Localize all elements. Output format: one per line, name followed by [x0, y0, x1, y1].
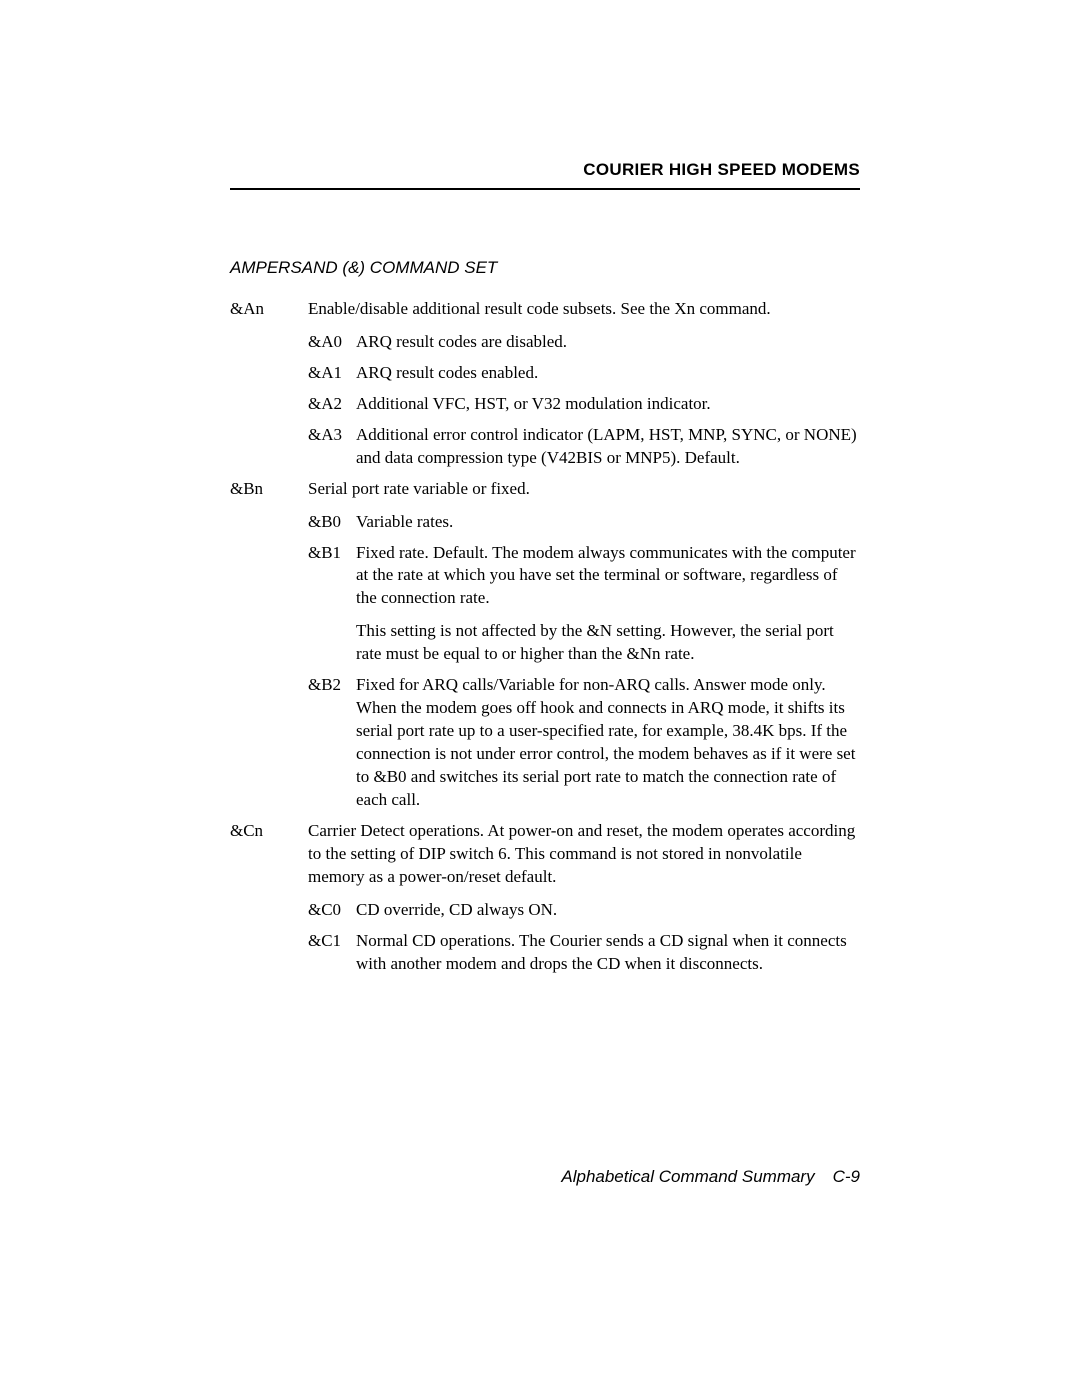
page-footer: Alphabetical Command Summary C-9: [230, 1167, 860, 1187]
subcommand-code: &B0: [308, 511, 356, 534]
command-desc: Enable/disable additional result code su…: [308, 298, 860, 321]
command-code: &An: [230, 298, 308, 321]
subcommand-para: Fixed rate. Default. The modem always co…: [356, 542, 860, 611]
subcommand-code: &B2: [308, 674, 356, 812]
subcommand-row: &C0 CD override, CD always ON.: [308, 899, 860, 922]
command-row: &An Enable/disable additional result cod…: [230, 298, 860, 321]
subcommand-code: &A1: [308, 362, 356, 385]
subcommand-desc: ARQ result codes enabled.: [356, 362, 860, 385]
subcommand-code: &A3: [308, 424, 356, 470]
subcommand-code: &C1: [308, 930, 356, 976]
command-desc: Serial port rate variable or fixed.: [308, 478, 860, 501]
subcommand-code: &A0: [308, 331, 356, 354]
subcommand-desc: Normal CD operations. The Courier sends …: [356, 930, 860, 976]
subcommand-code: &A2: [308, 393, 356, 416]
command-code: &Bn: [230, 478, 308, 501]
subcommand-desc: Fixed rate. Default. The modem always co…: [356, 542, 860, 667]
header-title: COURIER HIGH SPEED MODEMS: [583, 160, 860, 179]
subcommand-row: &A0 ARQ result codes are disabled.: [308, 331, 860, 354]
subcommand-desc: Variable rates.: [356, 511, 860, 534]
subcommand-row: &A2 Additional VFC, HST, or V32 modulati…: [308, 393, 860, 416]
subcommand-row: &B2 Fixed for ARQ calls/Variable for non…: [308, 674, 860, 812]
subcommand-para: This setting is not affected by the &N s…: [356, 620, 860, 666]
subcommand-row: &B0 Variable rates.: [308, 511, 860, 534]
section-title: AMPERSAND (&) COMMAND SET: [230, 258, 860, 278]
command-row: &Bn Serial port rate variable or fixed.: [230, 478, 860, 501]
page-header: COURIER HIGH SPEED MODEMS: [230, 160, 860, 190]
command-code: &Cn: [230, 820, 308, 889]
subcommand-row: &A3 Additional error control indicator (…: [308, 424, 860, 470]
subcommand-row: &C1 Normal CD operations. The Courier se…: [308, 930, 860, 976]
subcommand-desc: Additional error control indicator (LAPM…: [356, 424, 860, 470]
subcommand-desc: Fixed for ARQ calls/Variable for non-ARQ…: [356, 674, 860, 812]
subcommand-row: &A1 ARQ result codes enabled.: [308, 362, 860, 385]
command-desc: Carrier Detect operations. At power-on a…: [308, 820, 860, 889]
content-body: &An Enable/disable additional result cod…: [230, 298, 860, 975]
subcommand-desc: ARQ result codes are disabled.: [356, 331, 860, 354]
footer-page-number: C-9: [833, 1167, 860, 1186]
subcommand-desc: Additional VFC, HST, or V32 modulation i…: [356, 393, 860, 416]
subcommand-row: &B1 Fixed rate. Default. The modem alway…: [308, 542, 860, 667]
subcommand-desc: CD override, CD always ON.: [356, 899, 860, 922]
subcommand-code: &C0: [308, 899, 356, 922]
command-row: &Cn Carrier Detect operations. At power-…: [230, 820, 860, 889]
subcommand-code: &B1: [308, 542, 356, 667]
footer-text: Alphabetical Command Summary: [561, 1167, 814, 1186]
